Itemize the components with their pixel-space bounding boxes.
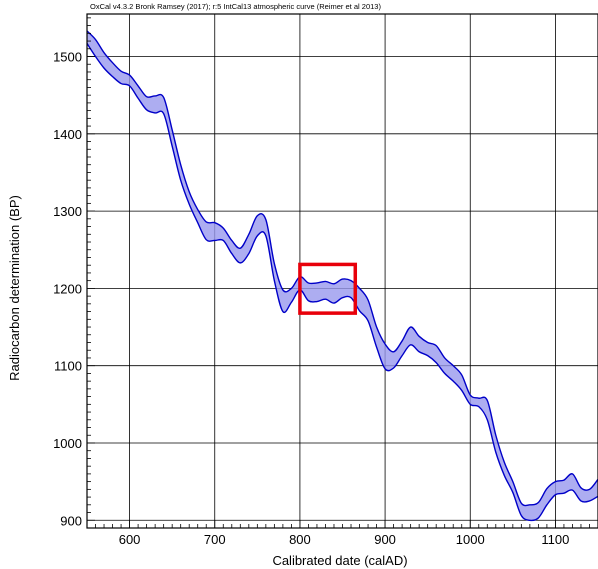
calibration-curve-upper-edge <box>86 30 598 507</box>
grid-lines <box>87 14 598 528</box>
plot-frame <box>86 13 598 529</box>
x-tick-label: 1100 <box>541 532 569 547</box>
calibration-band-series <box>86 30 598 522</box>
highlight-box <box>298 262 358 315</box>
x-axis-title: Calibrated date (calAD) <box>272 553 407 568</box>
x-tick-label: 600 <box>119 532 141 547</box>
x-tick-label: 800 <box>289 532 311 547</box>
y-tick-label: 1300 <box>53 204 82 219</box>
y-tick-label: 1000 <box>53 436 82 451</box>
y-axis-title: Radiocarbon determination (BP) <box>7 195 22 381</box>
calibration-curve-lower-edge <box>86 42 598 522</box>
x-tick-label: 700 <box>204 532 226 547</box>
minor-ticks <box>86 17 598 528</box>
y-tick-labels: 900 1000 1100 1200 1300 1400 1500 <box>53 50 82 529</box>
chart-header-text: OxCal v4.3.2 Bronk Ramsey (2017); r:5 In… <box>90 2 381 11</box>
x-tick-labels: 600 700 800 900 1000 1100 <box>119 532 570 547</box>
calibration-curve-band <box>87 31 598 521</box>
y-tick-label: 1200 <box>53 281 82 296</box>
x-tick-label: 900 <box>374 532 396 547</box>
y-tick-label: 1500 <box>53 50 82 65</box>
y-tick-label: 900 <box>60 513 82 528</box>
y-tick-label: 1400 <box>53 127 82 142</box>
y-tick-label: 1100 <box>54 359 82 374</box>
x-tick-label: 1000 <box>456 532 485 547</box>
